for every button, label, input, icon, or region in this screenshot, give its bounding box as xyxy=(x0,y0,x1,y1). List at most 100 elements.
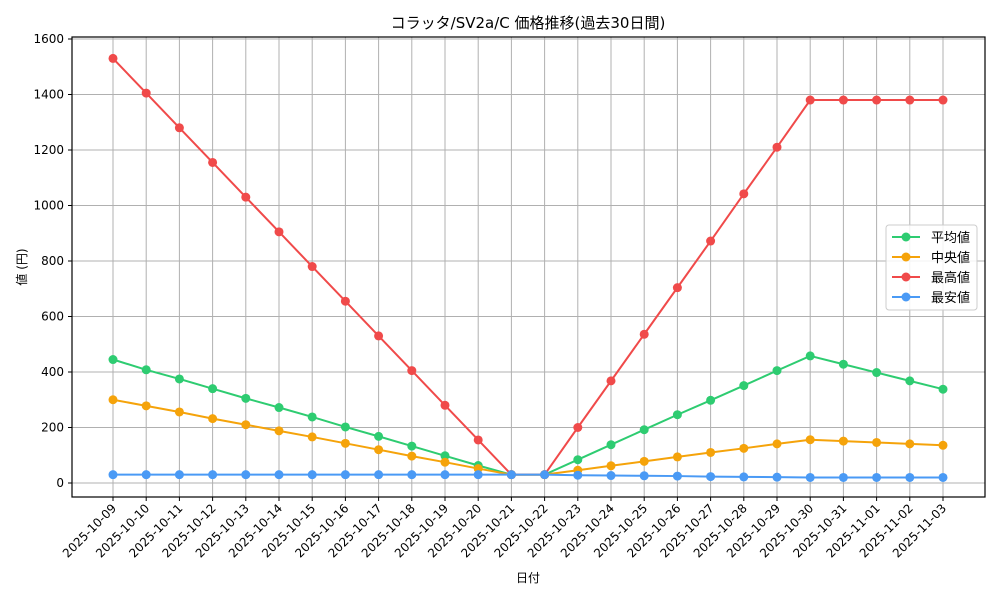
data-point xyxy=(772,439,782,449)
data-point xyxy=(573,470,583,480)
data-point xyxy=(938,472,948,482)
data-point xyxy=(672,410,682,420)
y-tick-label: 0 xyxy=(56,476,64,490)
legend-item: 平均値 xyxy=(892,230,970,246)
y-tick-label: 600 xyxy=(41,310,64,324)
data-point xyxy=(706,236,716,246)
data-point xyxy=(606,461,616,471)
data-point xyxy=(540,470,550,480)
series-line xyxy=(112,57,943,476)
data-point xyxy=(241,393,251,403)
y-axis-ticks: 0 200 400 600 800 1000 1200 1400 1600 xyxy=(33,32,72,490)
legend-label: 最高値 xyxy=(931,270,970,286)
data-point xyxy=(241,470,251,480)
data-point xyxy=(108,470,118,480)
y-tick-label: 200 xyxy=(41,421,64,435)
data-point xyxy=(141,401,151,411)
data-point xyxy=(374,431,384,441)
data-point xyxy=(141,88,151,98)
data-point xyxy=(307,432,317,442)
data-point xyxy=(274,426,284,436)
data-point xyxy=(340,438,350,448)
legend-item: 最高値 xyxy=(892,270,970,286)
legend-label: 平均値 xyxy=(931,230,970,246)
data-point xyxy=(706,395,716,405)
data-point xyxy=(639,471,649,481)
series-3 xyxy=(108,470,948,482)
series-1 xyxy=(108,395,948,480)
data-point xyxy=(772,472,782,482)
data-point xyxy=(506,470,516,480)
legend-marker-icon xyxy=(901,252,911,262)
data-point xyxy=(838,95,848,105)
y-tick-label: 1400 xyxy=(33,88,64,102)
data-point xyxy=(573,455,583,465)
legend-label: 最安値 xyxy=(931,290,970,306)
data-point xyxy=(739,472,749,482)
legend-item: 中央値 xyxy=(892,250,970,266)
data-point xyxy=(805,95,815,105)
data-point xyxy=(440,457,450,467)
data-point xyxy=(208,384,218,394)
data-point xyxy=(772,366,782,376)
data-point xyxy=(374,445,384,455)
data-point xyxy=(706,472,716,482)
legend-box xyxy=(885,224,978,311)
data-point xyxy=(606,376,616,386)
data-point xyxy=(606,440,616,450)
data-point xyxy=(872,472,882,482)
data-point xyxy=(805,435,815,445)
legend-marker-icon xyxy=(901,232,911,242)
series-line xyxy=(112,354,944,476)
data-point xyxy=(606,471,616,481)
data-point xyxy=(407,470,417,480)
data-point xyxy=(208,157,218,167)
data-point xyxy=(141,365,151,375)
data-point xyxy=(739,381,749,391)
data-point xyxy=(672,471,682,481)
data-point xyxy=(307,412,317,422)
data-point xyxy=(772,142,782,152)
data-point xyxy=(307,262,317,272)
data-point xyxy=(639,456,649,466)
y-tick-label: 1000 xyxy=(33,199,64,213)
data-point xyxy=(208,470,218,480)
data-point xyxy=(108,395,118,405)
legend-item: 最安値 xyxy=(892,290,970,306)
data-point xyxy=(407,451,417,461)
data-point xyxy=(374,470,384,480)
y-tick-label: 1200 xyxy=(33,143,64,157)
data-point xyxy=(407,441,417,451)
data-point xyxy=(174,407,184,417)
data-point xyxy=(872,368,882,378)
data-point xyxy=(174,374,184,384)
legend-label: 中央値 xyxy=(931,250,970,266)
data-point xyxy=(905,376,915,386)
data-point xyxy=(340,422,350,432)
series-line xyxy=(113,473,943,479)
data-point xyxy=(174,470,184,480)
data-point xyxy=(440,451,450,461)
grid-lines xyxy=(72,37,985,497)
data-point xyxy=(672,452,682,462)
data-point xyxy=(473,470,483,480)
data-point xyxy=(739,443,749,453)
data-point xyxy=(938,440,948,450)
data-point xyxy=(739,189,749,199)
data-point xyxy=(274,403,284,413)
y-tick-label: 800 xyxy=(41,254,64,268)
series-line xyxy=(112,398,944,476)
data-point xyxy=(872,437,882,447)
data-point xyxy=(307,470,317,480)
data-point xyxy=(938,95,948,105)
data-point xyxy=(905,439,915,449)
plot-frame xyxy=(71,36,986,498)
data-point xyxy=(838,472,848,482)
data-point xyxy=(573,423,583,432)
data-point xyxy=(340,296,350,306)
series-0 xyxy=(108,351,948,480)
data-point xyxy=(241,420,251,430)
data-point xyxy=(108,53,118,63)
